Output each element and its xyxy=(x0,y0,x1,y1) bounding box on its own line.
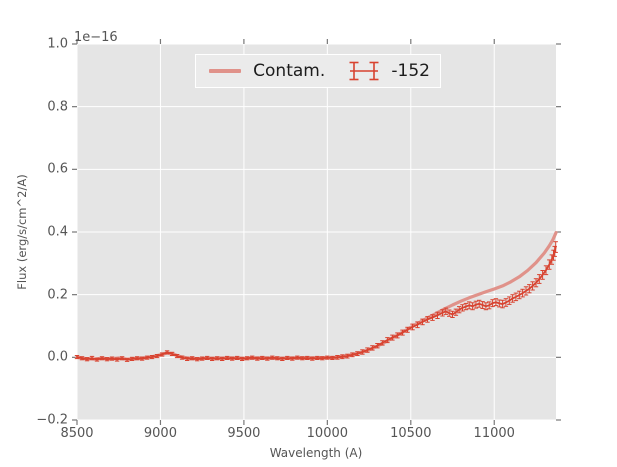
legend: Contam. -152 xyxy=(195,54,441,88)
legend-label-152: -152 xyxy=(391,61,430,81)
y-axis-offset-text: 1e−16 xyxy=(74,30,118,45)
x-axis-label: Wavelength (A) xyxy=(269,446,363,460)
y-tick-label: 0.8 xyxy=(47,99,68,115)
y-tick-label: 0.6 xyxy=(47,161,68,177)
y-tick-label: 0.0 xyxy=(47,349,68,365)
x-tick-label: 9500 xyxy=(227,426,261,441)
x-tick-label: 8500 xyxy=(60,426,94,441)
contam-line-swatch xyxy=(209,69,242,73)
y-tick-label: −0.2 xyxy=(36,412,68,428)
y-axis-label: Flux (erg/s/cm^2/A) xyxy=(15,174,29,290)
legend-label-contam: Contam. xyxy=(253,61,326,81)
x-tick-label: 11000 xyxy=(473,426,515,441)
x-tick-label: 9000 xyxy=(143,426,177,441)
series-line-1 xyxy=(76,246,557,361)
y-tick-label: 0.2 xyxy=(47,287,68,303)
errorbar-glyph xyxy=(349,61,379,81)
x-tick-label: 10500 xyxy=(390,426,432,441)
y-tick-label: 0.4 xyxy=(47,224,68,240)
x-tick-label: 10000 xyxy=(306,426,349,441)
y-tick-label: 1.0 xyxy=(47,36,68,52)
